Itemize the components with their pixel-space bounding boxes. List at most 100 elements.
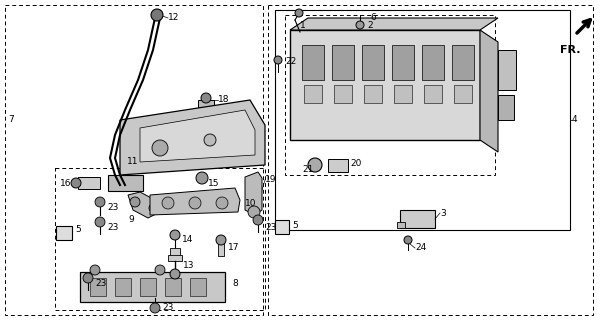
Circle shape <box>170 230 180 240</box>
Text: FR.: FR. <box>560 45 581 55</box>
Text: 5: 5 <box>292 221 298 230</box>
Text: 8: 8 <box>232 278 238 287</box>
Text: 23: 23 <box>107 204 119 212</box>
Text: 17: 17 <box>228 244 240 252</box>
Bar <box>394 85 412 103</box>
Bar <box>115 278 131 296</box>
Text: 3: 3 <box>440 209 446 218</box>
Circle shape <box>152 140 168 156</box>
Text: 22: 22 <box>285 58 296 67</box>
Text: 7: 7 <box>8 116 14 124</box>
Text: 21: 21 <box>302 165 313 174</box>
Circle shape <box>151 9 163 21</box>
Text: 23: 23 <box>95 278 106 287</box>
Circle shape <box>274 56 282 64</box>
Bar <box>362 45 384 80</box>
Text: 9: 9 <box>128 215 134 225</box>
Text: 19: 19 <box>265 175 276 185</box>
Polygon shape <box>150 188 240 215</box>
Text: 23: 23 <box>107 223 119 233</box>
Bar <box>304 85 322 103</box>
Circle shape <box>71 178 81 188</box>
Text: 5: 5 <box>75 226 80 235</box>
Bar <box>268 5 593 315</box>
Polygon shape <box>120 100 265 175</box>
Bar <box>422 45 444 80</box>
Bar <box>90 278 106 296</box>
Bar <box>452 45 474 80</box>
Circle shape <box>95 197 105 207</box>
Circle shape <box>189 197 201 209</box>
Polygon shape <box>290 18 498 30</box>
Bar <box>290 30 480 140</box>
Circle shape <box>149 204 157 212</box>
Bar <box>498 95 514 120</box>
Circle shape <box>95 217 105 227</box>
Circle shape <box>253 215 263 225</box>
Bar <box>170 248 180 256</box>
Circle shape <box>155 265 165 275</box>
Circle shape <box>130 197 140 207</box>
Bar <box>80 272 225 302</box>
Bar <box>275 220 289 234</box>
Circle shape <box>162 197 174 209</box>
Circle shape <box>216 235 226 245</box>
Text: 10: 10 <box>245 198 257 207</box>
Polygon shape <box>128 192 160 218</box>
Text: 6: 6 <box>370 13 376 22</box>
Circle shape <box>170 269 180 279</box>
Text: 14: 14 <box>182 236 194 244</box>
Bar <box>364 85 382 103</box>
Bar <box>140 278 156 296</box>
Text: 2: 2 <box>367 20 373 29</box>
Text: 12: 12 <box>168 13 179 22</box>
Bar <box>328 159 348 172</box>
Bar <box>332 45 354 80</box>
Bar <box>56 226 72 240</box>
Bar <box>392 45 414 80</box>
Bar <box>168 255 182 261</box>
Text: 4: 4 <box>572 116 578 124</box>
Bar <box>275 10 570 230</box>
Circle shape <box>308 158 322 172</box>
Circle shape <box>248 206 260 218</box>
Bar <box>424 85 442 103</box>
Circle shape <box>356 21 364 29</box>
Text: 15: 15 <box>208 179 220 188</box>
Polygon shape <box>140 110 255 162</box>
Text: 23: 23 <box>265 222 276 231</box>
Circle shape <box>90 265 100 275</box>
Text: 18: 18 <box>218 95 229 105</box>
Text: 13: 13 <box>183 260 194 269</box>
Text: 16: 16 <box>60 179 71 188</box>
Polygon shape <box>245 172 262 215</box>
Text: 1: 1 <box>300 20 306 29</box>
Circle shape <box>404 236 412 244</box>
Circle shape <box>196 172 208 184</box>
Text: 20: 20 <box>350 158 361 167</box>
Text: 11: 11 <box>127 157 139 166</box>
Bar <box>454 85 472 103</box>
Circle shape <box>216 197 228 209</box>
Bar <box>218 242 224 256</box>
Bar <box>400 210 435 228</box>
Bar <box>5 5 263 315</box>
Bar <box>165 278 181 296</box>
Bar <box>108 175 143 191</box>
Bar <box>397 222 405 228</box>
Circle shape <box>204 134 216 146</box>
Bar <box>55 168 265 310</box>
Bar <box>78 177 100 189</box>
Bar <box>334 85 352 103</box>
Text: 24: 24 <box>415 244 427 252</box>
Bar <box>285 15 495 175</box>
Bar <box>190 278 206 296</box>
Text: 23: 23 <box>162 303 174 313</box>
Circle shape <box>295 9 303 17</box>
Polygon shape <box>480 30 498 152</box>
Bar <box>302 45 324 80</box>
Circle shape <box>83 273 93 283</box>
Circle shape <box>201 93 211 103</box>
Bar <box>498 50 516 90</box>
Circle shape <box>150 303 160 313</box>
